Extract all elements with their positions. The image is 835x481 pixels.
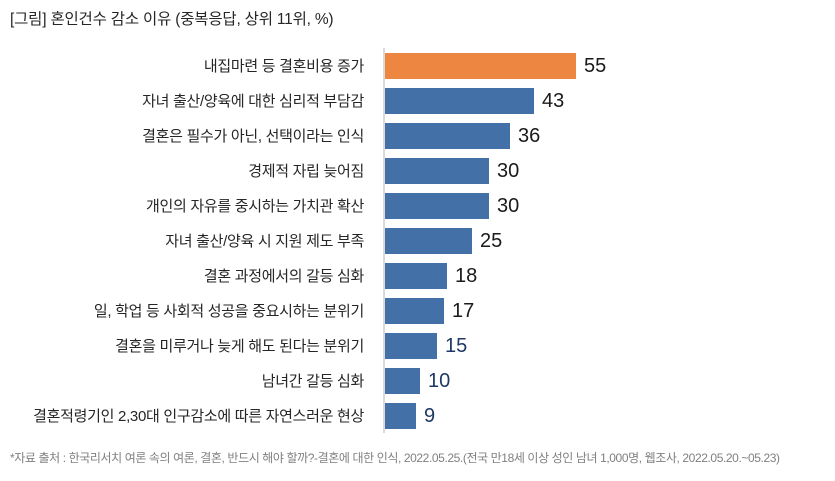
bar-area: 55 — [383, 48, 835, 83]
bar — [385, 367, 420, 394]
bar-row: 내집마련 등 결혼비용 증가 55 — [0, 48, 835, 83]
bar-label: 결혼 과정에서의 갈등 심화 — [203, 268, 364, 285]
bar — [385, 87, 534, 114]
bar-value: 9 — [424, 404, 436, 427]
bar — [385, 262, 447, 289]
bar-row: 결혼은 필수가 아닌, 선택이라는 인식 36 — [0, 118, 835, 153]
bar — [385, 157, 489, 184]
bar-area: 9 — [383, 398, 835, 433]
bar-label: 남녀간 갈등 심화 — [261, 373, 365, 390]
source-note: *자료 출처 : 한국리서치 여론 속의 여론, 결혼, 반드시 해야 할까?-… — [10, 451, 780, 465]
bar-row: 결혼적령기인 2,30대 인구감소에 따른 자연스러운 현상 9 — [0, 398, 835, 433]
bar-value: 30 — [497, 159, 520, 182]
bar-row: 개인의 자유를 중시하는 가치관 확산 30 — [0, 188, 835, 223]
bar-row: 경제적 자립 늦어짐 30 — [0, 153, 835, 188]
bar-area: 30 — [383, 188, 835, 223]
bar-value: 25 — [480, 229, 503, 252]
bar — [385, 122, 510, 149]
bar-area: 10 — [383, 363, 835, 398]
bar-label: 내집마련 등 결혼비용 증가 — [203, 58, 364, 75]
bar-chart: 내집마련 등 결혼비용 증가 55 자녀 출산/양육에 대한 심리적 부담감 4… — [0, 48, 835, 433]
bar-area: 30 — [383, 153, 835, 188]
bar-label: 결혼을 미루거나 늦게 해도 된다는 분위기 — [115, 338, 364, 355]
bar-value: 15 — [445, 334, 468, 357]
bar-label: 경제적 자립 늦어짐 — [248, 163, 364, 180]
bar-label: 개인의 자유를 중시하는 가치관 확산 — [146, 198, 364, 215]
bar-label: 일, 학업 등 사회적 성공을 중요시하는 분위기 — [93, 303, 364, 320]
bar-value: 30 — [497, 194, 520, 217]
bar-label: 자녀 출산/양육에 대한 심리적 부담감 — [142, 93, 364, 110]
bar-label: 결혼적령기인 2,30대 인구감소에 따른 자연스러운 현상 — [33, 408, 364, 425]
bar-area: 17 — [383, 293, 835, 328]
bar-row: 일, 학업 등 사회적 성공을 중요시하는 분위기 17 — [0, 293, 835, 328]
bar — [385, 52, 576, 79]
bar-value: 10 — [428, 369, 451, 392]
bar-row: 남녀간 갈등 심화 10 — [0, 363, 835, 398]
chart-title: [그림] 혼인건수 감소 이유 (중복응답, 상위 11위, %) — [10, 11, 334, 28]
bar-area: 18 — [383, 258, 835, 293]
bar-value: 43 — [542, 89, 565, 112]
bar-row: 자녀 출산/양육 시 지원 제도 부족 25 — [0, 223, 835, 258]
bar-value: 17 — [452, 299, 475, 322]
bar — [385, 332, 437, 359]
bar-row: 결혼 과정에서의 갈등 심화 18 — [0, 258, 835, 293]
bar — [385, 227, 472, 254]
bar-area: 15 — [383, 328, 835, 363]
bar-area: 25 — [383, 223, 835, 258]
bar-row: 결혼을 미루거나 늦게 해도 된다는 분위기 15 — [0, 328, 835, 363]
bar-value: 36 — [518, 124, 541, 147]
bar — [385, 297, 444, 324]
bar-value: 55 — [584, 54, 607, 77]
bar — [385, 402, 416, 429]
bar-value: 18 — [455, 264, 478, 287]
bar — [385, 192, 489, 219]
bar-area: 43 — [383, 83, 835, 118]
bar-label: 자녀 출산/양육 시 지원 제도 부족 — [165, 233, 364, 250]
bar-label: 결혼은 필수가 아닌, 선택이라는 인식 — [142, 128, 364, 145]
bar-area: 36 — [383, 118, 835, 153]
bar-row: 자녀 출산/양육에 대한 심리적 부담감 43 — [0, 83, 835, 118]
